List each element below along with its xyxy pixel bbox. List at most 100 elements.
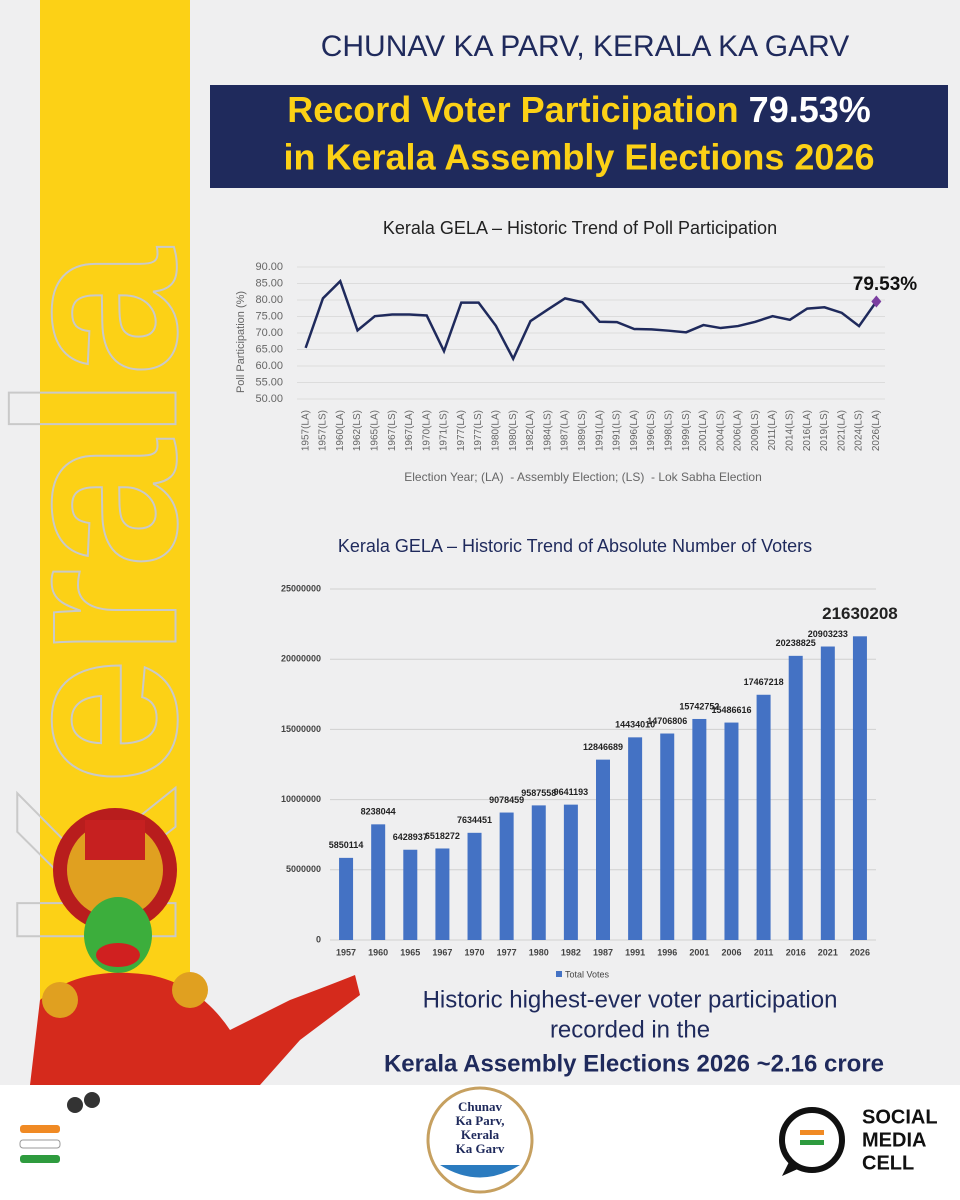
value-label: 6518272 — [425, 831, 460, 841]
value-label: 20238825 — [776, 638, 816, 648]
y-tick-label: 55.00 — [255, 376, 283, 388]
bar — [788, 655, 803, 940]
logo-text: MEDIA — [862, 1129, 926, 1151]
y-tick-label: 0 — [316, 934, 321, 944]
x-tick-label: 2024(LS) — [854, 410, 865, 451]
x-tick-label: 1991(LA) — [594, 410, 605, 451]
y-axis-label: Poll Participation (%) — [235, 291, 247, 393]
x-tick-label: 1996(LS) — [646, 410, 657, 451]
x-tick-label: 1999(LS) — [681, 410, 692, 451]
x-tick-label: 1984(LS) — [542, 410, 553, 451]
x-tick-label: 2026(LA) — [871, 410, 882, 451]
banner-line1: Record Voter Participation 79.53% — [287, 89, 871, 130]
x-tick-label: 1967 — [432, 947, 452, 957]
footer-highlight: Kerala Assembly Elections 2026 ~2.16 cro… — [384, 1050, 884, 1077]
bar — [692, 718, 707, 940]
y-tick-label: 5000000 — [286, 864, 321, 874]
x-tick-label: 1982(LA) — [525, 410, 536, 451]
x-tick-label: 1977(LA) — [456, 410, 467, 451]
x-tick-label: 1991(LS) — [612, 410, 623, 451]
value-label: 9078459 — [489, 795, 524, 805]
value-label: 7634451 — [457, 815, 492, 825]
x-tick-label: 1965(LA) — [369, 410, 380, 451]
x-tick-label: 1960(LA) — [335, 410, 346, 451]
value-label: 20903233 — [808, 629, 848, 639]
x-tick-label: 1987 — [593, 947, 613, 957]
chart-title: Kerala GELA – Historic Trend of Poll Par… — [383, 218, 777, 238]
x-tick-label: 1967(LA) — [404, 410, 415, 451]
x-tick-label: 2021 — [818, 947, 838, 957]
value-label: 9641193 — [554, 787, 589, 797]
x-tick-label: 1987(LA) — [560, 410, 571, 451]
bar — [756, 694, 771, 940]
bar — [660, 733, 675, 940]
x-tick-label: 1970 — [465, 947, 485, 957]
x-tick-label: 2006 — [721, 947, 741, 957]
value-label: 12846689 — [583, 742, 623, 752]
x-tick-label: 1957 — [336, 947, 356, 957]
bar — [531, 805, 546, 940]
x-tick-label: 2004(LS) — [715, 410, 726, 451]
banner — [210, 85, 948, 188]
y-tick-label: 65.00 — [255, 343, 283, 355]
social-logo — [779, 1107, 845, 1176]
bar — [403, 849, 418, 940]
x-tick-label: 2026 — [850, 947, 870, 957]
footer-line: Historic highest-ever voter participatio… — [423, 986, 838, 1013]
bar — [467, 832, 482, 940]
x-tick-label: 2001 — [689, 947, 709, 957]
x-tick-label: 1996 — [657, 947, 677, 957]
y-tick-label: 50.00 — [255, 393, 283, 405]
x-tick-label: 1980(LA) — [491, 410, 502, 451]
x-tick-label: 1991 — [625, 947, 645, 957]
value-label: 17467218 — [744, 677, 784, 687]
y-tick-label: 75.00 — [255, 310, 283, 322]
x-tick-label: 1998(LS) — [663, 410, 674, 451]
highlight-point — [871, 295, 882, 308]
x-tick-label: 2019(LS) — [819, 410, 830, 451]
footer-line: recorded in the — [550, 1016, 710, 1043]
x-tick-label: 1982 — [561, 947, 581, 957]
eci-logo — [19, 1092, 100, 1163]
x-tick-label: 1996(LA) — [629, 410, 640, 451]
value-label: 8238044 — [361, 807, 396, 817]
bar — [339, 857, 354, 940]
value-label: 6428937 — [393, 832, 428, 842]
x-tick-label: 2014(LS) — [785, 410, 796, 451]
y-tick-label: 70.00 — [255, 327, 283, 339]
x-axis-label: Election Year; (LA) - Assembly Election;… — [404, 470, 762, 484]
logo-text: Kerala — [461, 1127, 500, 1142]
value-label: 21630208 — [822, 604, 898, 623]
value-label: 15486616 — [711, 705, 751, 715]
x-tick-label: 1977(LS) — [473, 410, 484, 451]
x-tick-label: 1957(LS) — [318, 410, 329, 451]
line-series — [304, 278, 878, 362]
bar — [371, 824, 386, 940]
banner-text: Record Voter Participation — [287, 89, 738, 130]
x-tick-label: 2001(LA) — [698, 410, 709, 451]
y-tick-label: 20000000 — [281, 654, 321, 664]
y-tick-label: 80.00 — [255, 294, 283, 306]
x-tick-label: 1965 — [400, 947, 420, 957]
x-tick-label: 2016 — [786, 947, 806, 957]
value-label: 14434010 — [615, 720, 655, 730]
kathakali-figure — [30, 808, 360, 1085]
y-tick-label: 10000000 — [281, 794, 321, 804]
value-label: 14706806 — [647, 716, 687, 726]
x-tick-label: 1960 — [368, 947, 388, 957]
x-tick-label: 2009(LS) — [750, 410, 761, 451]
logo-text: CELL — [862, 1152, 914, 1174]
bar — [820, 646, 835, 940]
x-tick-label: 1977 — [497, 947, 517, 957]
logo-text: Ka Parv, — [455, 1113, 504, 1128]
legend-swatch — [556, 971, 562, 977]
x-tick-label: 2021(LA) — [836, 410, 847, 451]
bar — [852, 636, 867, 940]
bar — [596, 759, 610, 940]
x-tick-label: 2011 — [754, 947, 774, 957]
logo-text: Ka Garv — [456, 1141, 505, 1156]
bar — [563, 804, 578, 940]
